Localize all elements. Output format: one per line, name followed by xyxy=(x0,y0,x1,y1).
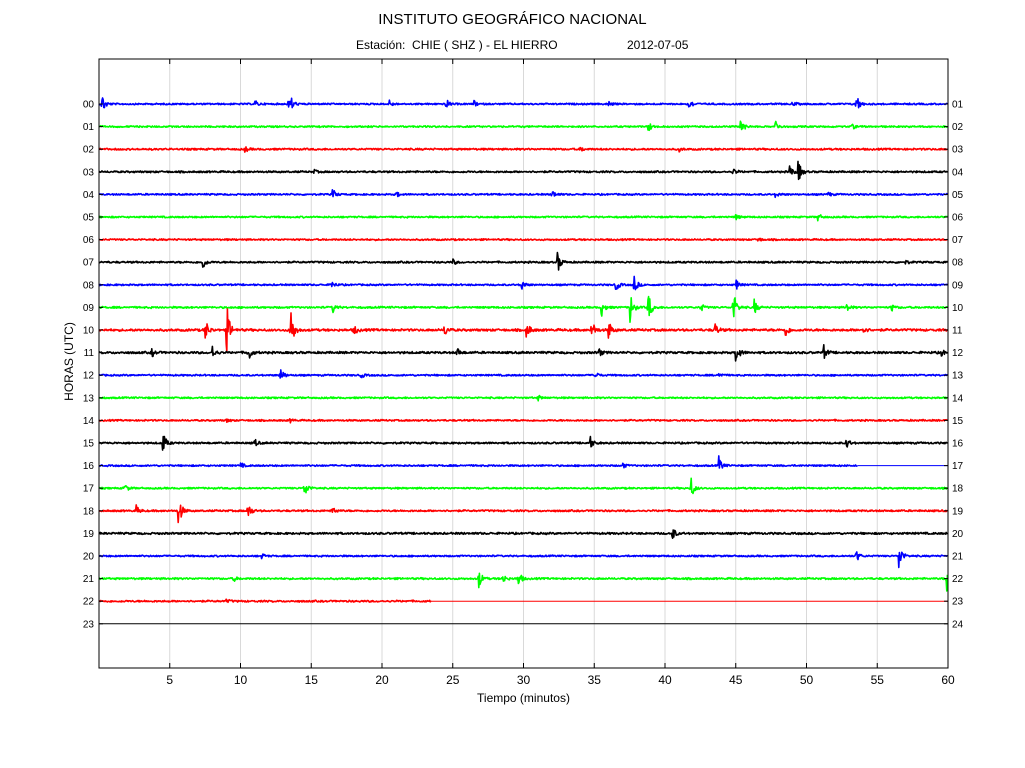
trace-hour-00 xyxy=(98,97,948,109)
y-tick-label-left: 19 xyxy=(83,529,95,540)
y-tick-label-right: 20 xyxy=(952,529,964,540)
y-tick-label-left: 02 xyxy=(83,145,95,156)
record-date: 2012-07-05 xyxy=(627,38,689,52)
trace-hour-17 xyxy=(98,477,949,495)
x-tick-label: 40 xyxy=(658,673,672,687)
trace-hour-06 xyxy=(98,237,948,242)
x-tick-label: 60 xyxy=(941,673,955,687)
y-tick-label-left: 08 xyxy=(83,280,95,291)
trace-hour-13 xyxy=(98,394,949,402)
y-tick-label-right: 12 xyxy=(952,348,964,359)
y-tick-label-left: 09 xyxy=(83,303,95,314)
trace-hour-04 xyxy=(98,189,949,199)
y-tick-label-left: 05 xyxy=(83,213,95,224)
trace-hour-07 xyxy=(98,251,948,271)
y-tick-label-left: 14 xyxy=(83,416,95,427)
trace-hour-15 xyxy=(98,435,949,451)
y-tick-label-left: 03 xyxy=(83,167,95,178)
y-tick-label-left: 04 xyxy=(83,190,95,201)
y-tick-label-left: 00 xyxy=(83,100,95,111)
y-tick-label-right: 05 xyxy=(952,190,964,201)
y-tick-label-right: 16 xyxy=(952,439,964,450)
y-tick-label-left: 11 xyxy=(84,348,95,359)
trace-hour-12 xyxy=(98,369,948,379)
y-tick-label-left: 21 xyxy=(83,574,95,585)
y-tick-label-right: 13 xyxy=(952,371,964,382)
x-tick-label: 20 xyxy=(375,673,389,687)
trace-hour-01 xyxy=(98,120,948,132)
y-tick-label-right: 03 xyxy=(952,145,964,156)
grid xyxy=(169,59,878,668)
trace-hour-22 xyxy=(98,598,432,604)
y-tick-label-right: 14 xyxy=(952,393,964,404)
x-tick-label: 25 xyxy=(446,673,460,687)
y-tick-label-right: 18 xyxy=(952,484,964,495)
y-axis-label: HORAS (UTC) xyxy=(62,322,76,401)
trace-hour-21 xyxy=(98,572,949,592)
x-tick-label: 45 xyxy=(729,673,743,687)
x-tick-label: 50 xyxy=(800,673,814,687)
trace-hour-02 xyxy=(98,146,948,153)
y-tick-label-right: 24 xyxy=(952,619,964,630)
trace-hour-09 xyxy=(98,295,948,323)
x-tick-label: 35 xyxy=(588,673,602,687)
y-tick-label-left: 22 xyxy=(83,597,95,608)
y-tick-label-right: 21 xyxy=(952,552,964,563)
x-tick-label: 30 xyxy=(517,673,531,687)
y-tick-label-left: 18 xyxy=(83,506,95,517)
y-tick-label-left: 07 xyxy=(83,258,95,269)
trace-hour-20 xyxy=(98,551,948,569)
y-tick-label-right: 06 xyxy=(952,213,964,224)
trace-hour-16 xyxy=(98,455,858,469)
y-tick-label-left: 23 xyxy=(83,619,95,630)
y-tick-label-left: 10 xyxy=(83,326,95,337)
trace-hour-05 xyxy=(98,214,948,222)
y-tick-label-left: 17 xyxy=(83,484,95,495)
trace-hour-11 xyxy=(98,344,949,362)
y-tick-label-left: 12 xyxy=(83,371,95,382)
trace-hour-18 xyxy=(98,504,949,524)
y-tick-label-left: 13 xyxy=(83,393,95,404)
y-tick-label-right: 15 xyxy=(952,416,964,427)
x-axis-label: Tiempo (minutos) xyxy=(477,691,570,705)
y-tick-label-right: 22 xyxy=(952,574,964,585)
y-tick-label-right: 09 xyxy=(952,280,964,291)
x-tick-label: 55 xyxy=(871,673,885,687)
page-title: INSTITUTO GEOGRÁFICO NACIONAL xyxy=(378,11,647,28)
y-tick-label-left: 15 xyxy=(83,439,95,450)
x-tick-label: 5 xyxy=(166,673,173,687)
station-label: Estación: xyxy=(356,38,406,52)
x-tick-label: 10 xyxy=(234,673,248,687)
y-tick-label-right: 23 xyxy=(952,597,964,608)
y-tick-label-right: 07 xyxy=(952,235,964,246)
trace-hour-19 xyxy=(98,529,949,539)
y-tick-label-right: 19 xyxy=(952,506,964,517)
y-tick-label-right: 04 xyxy=(952,167,964,178)
y-tick-label-right: 17 xyxy=(952,461,964,472)
y-tick-label-left: 01 xyxy=(83,122,95,133)
trace-hour-03 xyxy=(98,160,949,181)
y-tick-label-left: 06 xyxy=(83,235,95,246)
trace-hour-08 xyxy=(98,275,949,291)
y-tick-label-right: 02 xyxy=(952,122,964,133)
station-info: Estación: CHIE ( SHZ ) - EL HIERRO xyxy=(356,38,558,52)
traces xyxy=(98,97,949,625)
y-tick-label-left: 16 xyxy=(83,461,95,472)
y-tick-label-right: 11 xyxy=(952,326,963,337)
trace-hour-14 xyxy=(98,418,948,424)
y-tick-label-right: 10 xyxy=(952,303,964,314)
trace-hour-10 xyxy=(98,308,949,353)
tick-labels: 5 10 15 20 25 30 35 40 45 50 55 60 00 01 02 03 04 05 06 07 0… xyxy=(83,59,964,687)
y-tick-label-right: 08 xyxy=(952,258,964,269)
station-name: CHIE ( SHZ ) - EL HIERRO xyxy=(412,38,558,52)
y-tick-label-right: 01 xyxy=(952,100,964,111)
y-tick-label-left: 20 xyxy=(83,552,95,563)
x-tick-label: 15 xyxy=(305,673,319,687)
